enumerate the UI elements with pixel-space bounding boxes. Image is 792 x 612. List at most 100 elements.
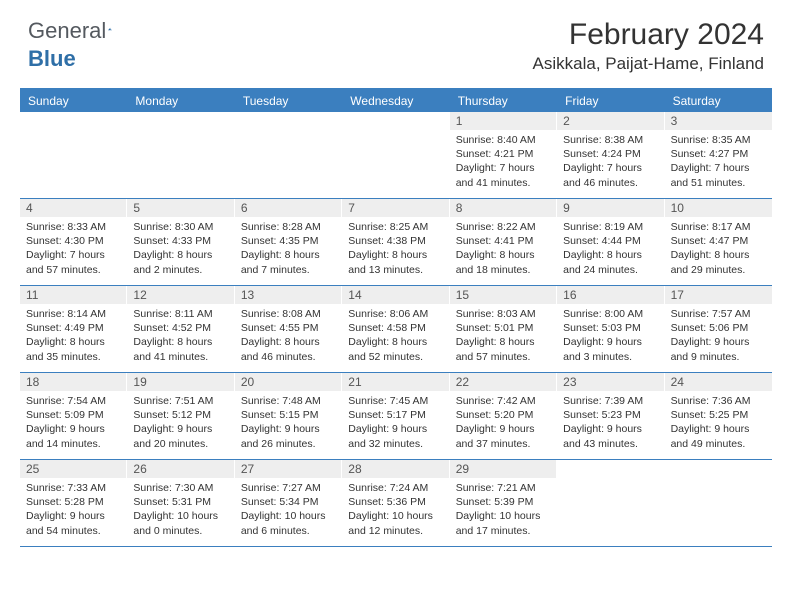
day-daylight2: and 41 minutes.: [133, 350, 228, 364]
brand-logo: General: [28, 18, 130, 44]
day-body: Sunrise: 7:24 AMSunset: 5:36 PMDaylight:…: [342, 478, 449, 541]
day-cell: 2Sunrise: 8:38 AMSunset: 4:24 PMDaylight…: [557, 112, 664, 198]
day-number: 25: [20, 460, 127, 478]
day-body: Sunrise: 7:30 AMSunset: 5:31 PMDaylight:…: [127, 478, 234, 541]
day-number: 22: [450, 373, 557, 391]
day-sunrise: Sunrise: 8:14 AM: [26, 307, 121, 321]
day-daylight2: and 32 minutes.: [348, 437, 443, 451]
day-sunset: Sunset: 4:52 PM: [133, 321, 228, 335]
day-sunrise: Sunrise: 8:00 AM: [563, 307, 658, 321]
day-sunset: Sunset: 5:28 PM: [26, 495, 121, 509]
day-body: Sunrise: 8:30 AMSunset: 4:33 PMDaylight:…: [127, 217, 234, 280]
day-sunset: Sunset: 5:03 PM: [563, 321, 658, 335]
day-body: Sunrise: 7:51 AMSunset: 5:12 PMDaylight:…: [127, 391, 234, 454]
day-sunset: Sunset: 4:33 PM: [133, 234, 228, 248]
day-sunrise: Sunrise: 7:57 AM: [671, 307, 766, 321]
day-daylight2: and 18 minutes.: [456, 263, 551, 277]
weekday-monday: Monday: [127, 90, 234, 112]
brand-part1: General: [28, 18, 106, 44]
day-sunset: Sunset: 4:27 PM: [671, 147, 766, 161]
day-daylight2: and 49 minutes.: [671, 437, 766, 451]
day-number: 10: [665, 199, 772, 217]
day-sunset: Sunset: 5:09 PM: [26, 408, 121, 422]
day-cell: 9Sunrise: 8:19 AMSunset: 4:44 PMDaylight…: [557, 199, 664, 285]
day-daylight2: and 57 minutes.: [26, 263, 121, 277]
day-cell: 28Sunrise: 7:24 AMSunset: 5:36 PMDayligh…: [342, 460, 449, 546]
day-daylight2: and 20 minutes.: [133, 437, 228, 451]
day-sunset: Sunset: 4:47 PM: [671, 234, 766, 248]
week-row: 25Sunrise: 7:33 AMSunset: 5:28 PMDayligh…: [20, 460, 772, 547]
week-row: 1Sunrise: 8:40 AMSunset: 4:21 PMDaylight…: [20, 112, 772, 199]
day-daylight2: and 24 minutes.: [563, 263, 658, 277]
day-daylight1: Daylight: 8 hours: [241, 335, 336, 349]
day-cell: [342, 112, 449, 198]
header: General February 2024 Asikkala, Paijat-H…: [0, 0, 792, 82]
day-body: Sunrise: 8:19 AMSunset: 4:44 PMDaylight:…: [557, 217, 664, 280]
weekday-saturday: Saturday: [665, 90, 772, 112]
day-daylight2: and 29 minutes.: [671, 263, 766, 277]
weekday-header: Sunday Monday Tuesday Wednesday Thursday…: [20, 90, 772, 112]
day-daylight1: Daylight: 9 hours: [133, 422, 228, 436]
day-cell: 6Sunrise: 8:28 AMSunset: 4:35 PMDaylight…: [235, 199, 342, 285]
day-sunset: Sunset: 4:55 PM: [241, 321, 336, 335]
day-cell: [127, 112, 234, 198]
day-sunset: Sunset: 4:49 PM: [26, 321, 121, 335]
day-body: Sunrise: 8:08 AMSunset: 4:55 PMDaylight:…: [235, 304, 342, 367]
brand-part2: Blue: [28, 46, 76, 72]
day-body: Sunrise: 8:17 AMSunset: 4:47 PMDaylight:…: [665, 217, 772, 280]
day-sunrise: Sunrise: 8:17 AM: [671, 220, 766, 234]
day-number: 14: [342, 286, 449, 304]
day-number: 18: [20, 373, 127, 391]
day-daylight1: Daylight: 9 hours: [456, 422, 551, 436]
day-body: Sunrise: 8:40 AMSunset: 4:21 PMDaylight:…: [450, 130, 557, 193]
day-daylight1: Daylight: 10 hours: [241, 509, 336, 523]
day-sunrise: Sunrise: 7:51 AM: [133, 394, 228, 408]
day-cell: 15Sunrise: 8:03 AMSunset: 5:01 PMDayligh…: [450, 286, 557, 372]
day-daylight1: Daylight: 8 hours: [348, 335, 443, 349]
day-body: Sunrise: 8:11 AMSunset: 4:52 PMDaylight:…: [127, 304, 234, 367]
day-body: Sunrise: 8:00 AMSunset: 5:03 PMDaylight:…: [557, 304, 664, 367]
day-daylight1: Daylight: 9 hours: [671, 335, 766, 349]
month-title: February 2024: [533, 18, 764, 52]
day-sunrise: Sunrise: 8:38 AM: [563, 133, 658, 147]
day-daylight2: and 35 minutes.: [26, 350, 121, 364]
day-cell: [557, 460, 664, 546]
day-daylight1: Daylight: 9 hours: [563, 422, 658, 436]
day-cell: 25Sunrise: 7:33 AMSunset: 5:28 PMDayligh…: [20, 460, 127, 546]
day-body: Sunrise: 7:42 AMSunset: 5:20 PMDaylight:…: [450, 391, 557, 454]
day-body: Sunrise: 8:33 AMSunset: 4:30 PMDaylight:…: [20, 217, 127, 280]
day-sunset: Sunset: 5:23 PM: [563, 408, 658, 422]
day-daylight2: and 54 minutes.: [26, 524, 121, 538]
day-cell: 21Sunrise: 7:45 AMSunset: 5:17 PMDayligh…: [342, 373, 449, 459]
day-cell: [235, 112, 342, 198]
day-sunset: Sunset: 4:24 PM: [563, 147, 658, 161]
day-cell: 19Sunrise: 7:51 AMSunset: 5:12 PMDayligh…: [127, 373, 234, 459]
day-daylight1: Daylight: 9 hours: [26, 509, 121, 523]
day-body: Sunrise: 7:39 AMSunset: 5:23 PMDaylight:…: [557, 391, 664, 454]
day-number: 19: [127, 373, 234, 391]
day-sunrise: Sunrise: 7:45 AM: [348, 394, 443, 408]
day-cell: 13Sunrise: 8:08 AMSunset: 4:55 PMDayligh…: [235, 286, 342, 372]
day-daylight1: Daylight: 9 hours: [241, 422, 336, 436]
day-sunset: Sunset: 5:01 PM: [456, 321, 551, 335]
day-daylight1: Daylight: 8 hours: [348, 248, 443, 262]
day-daylight1: Daylight: 8 hours: [456, 335, 551, 349]
day-sunrise: Sunrise: 8:06 AM: [348, 307, 443, 321]
weekday-wednesday: Wednesday: [342, 90, 449, 112]
day-cell: [665, 460, 772, 546]
day-daylight2: and 37 minutes.: [456, 437, 551, 451]
week-row: 4Sunrise: 8:33 AMSunset: 4:30 PMDaylight…: [20, 199, 772, 286]
day-sunset: Sunset: 5:17 PM: [348, 408, 443, 422]
day-daylight1: Daylight: 9 hours: [26, 422, 121, 436]
day-cell: 3Sunrise: 8:35 AMSunset: 4:27 PMDaylight…: [665, 112, 772, 198]
day-daylight1: Daylight: 7 hours: [563, 161, 658, 175]
day-sunset: Sunset: 5:06 PM: [671, 321, 766, 335]
day-daylight1: Daylight: 8 hours: [563, 248, 658, 262]
day-cell: 27Sunrise: 7:27 AMSunset: 5:34 PMDayligh…: [235, 460, 342, 546]
day-number: 7: [342, 199, 449, 217]
day-body: Sunrise: 7:36 AMSunset: 5:25 PMDaylight:…: [665, 391, 772, 454]
day-sunset: Sunset: 5:31 PM: [133, 495, 228, 509]
week-row: 18Sunrise: 7:54 AMSunset: 5:09 PMDayligh…: [20, 373, 772, 460]
day-cell: 20Sunrise: 7:48 AMSunset: 5:15 PMDayligh…: [235, 373, 342, 459]
weeks-container: 1Sunrise: 8:40 AMSunset: 4:21 PMDaylight…: [20, 112, 772, 547]
